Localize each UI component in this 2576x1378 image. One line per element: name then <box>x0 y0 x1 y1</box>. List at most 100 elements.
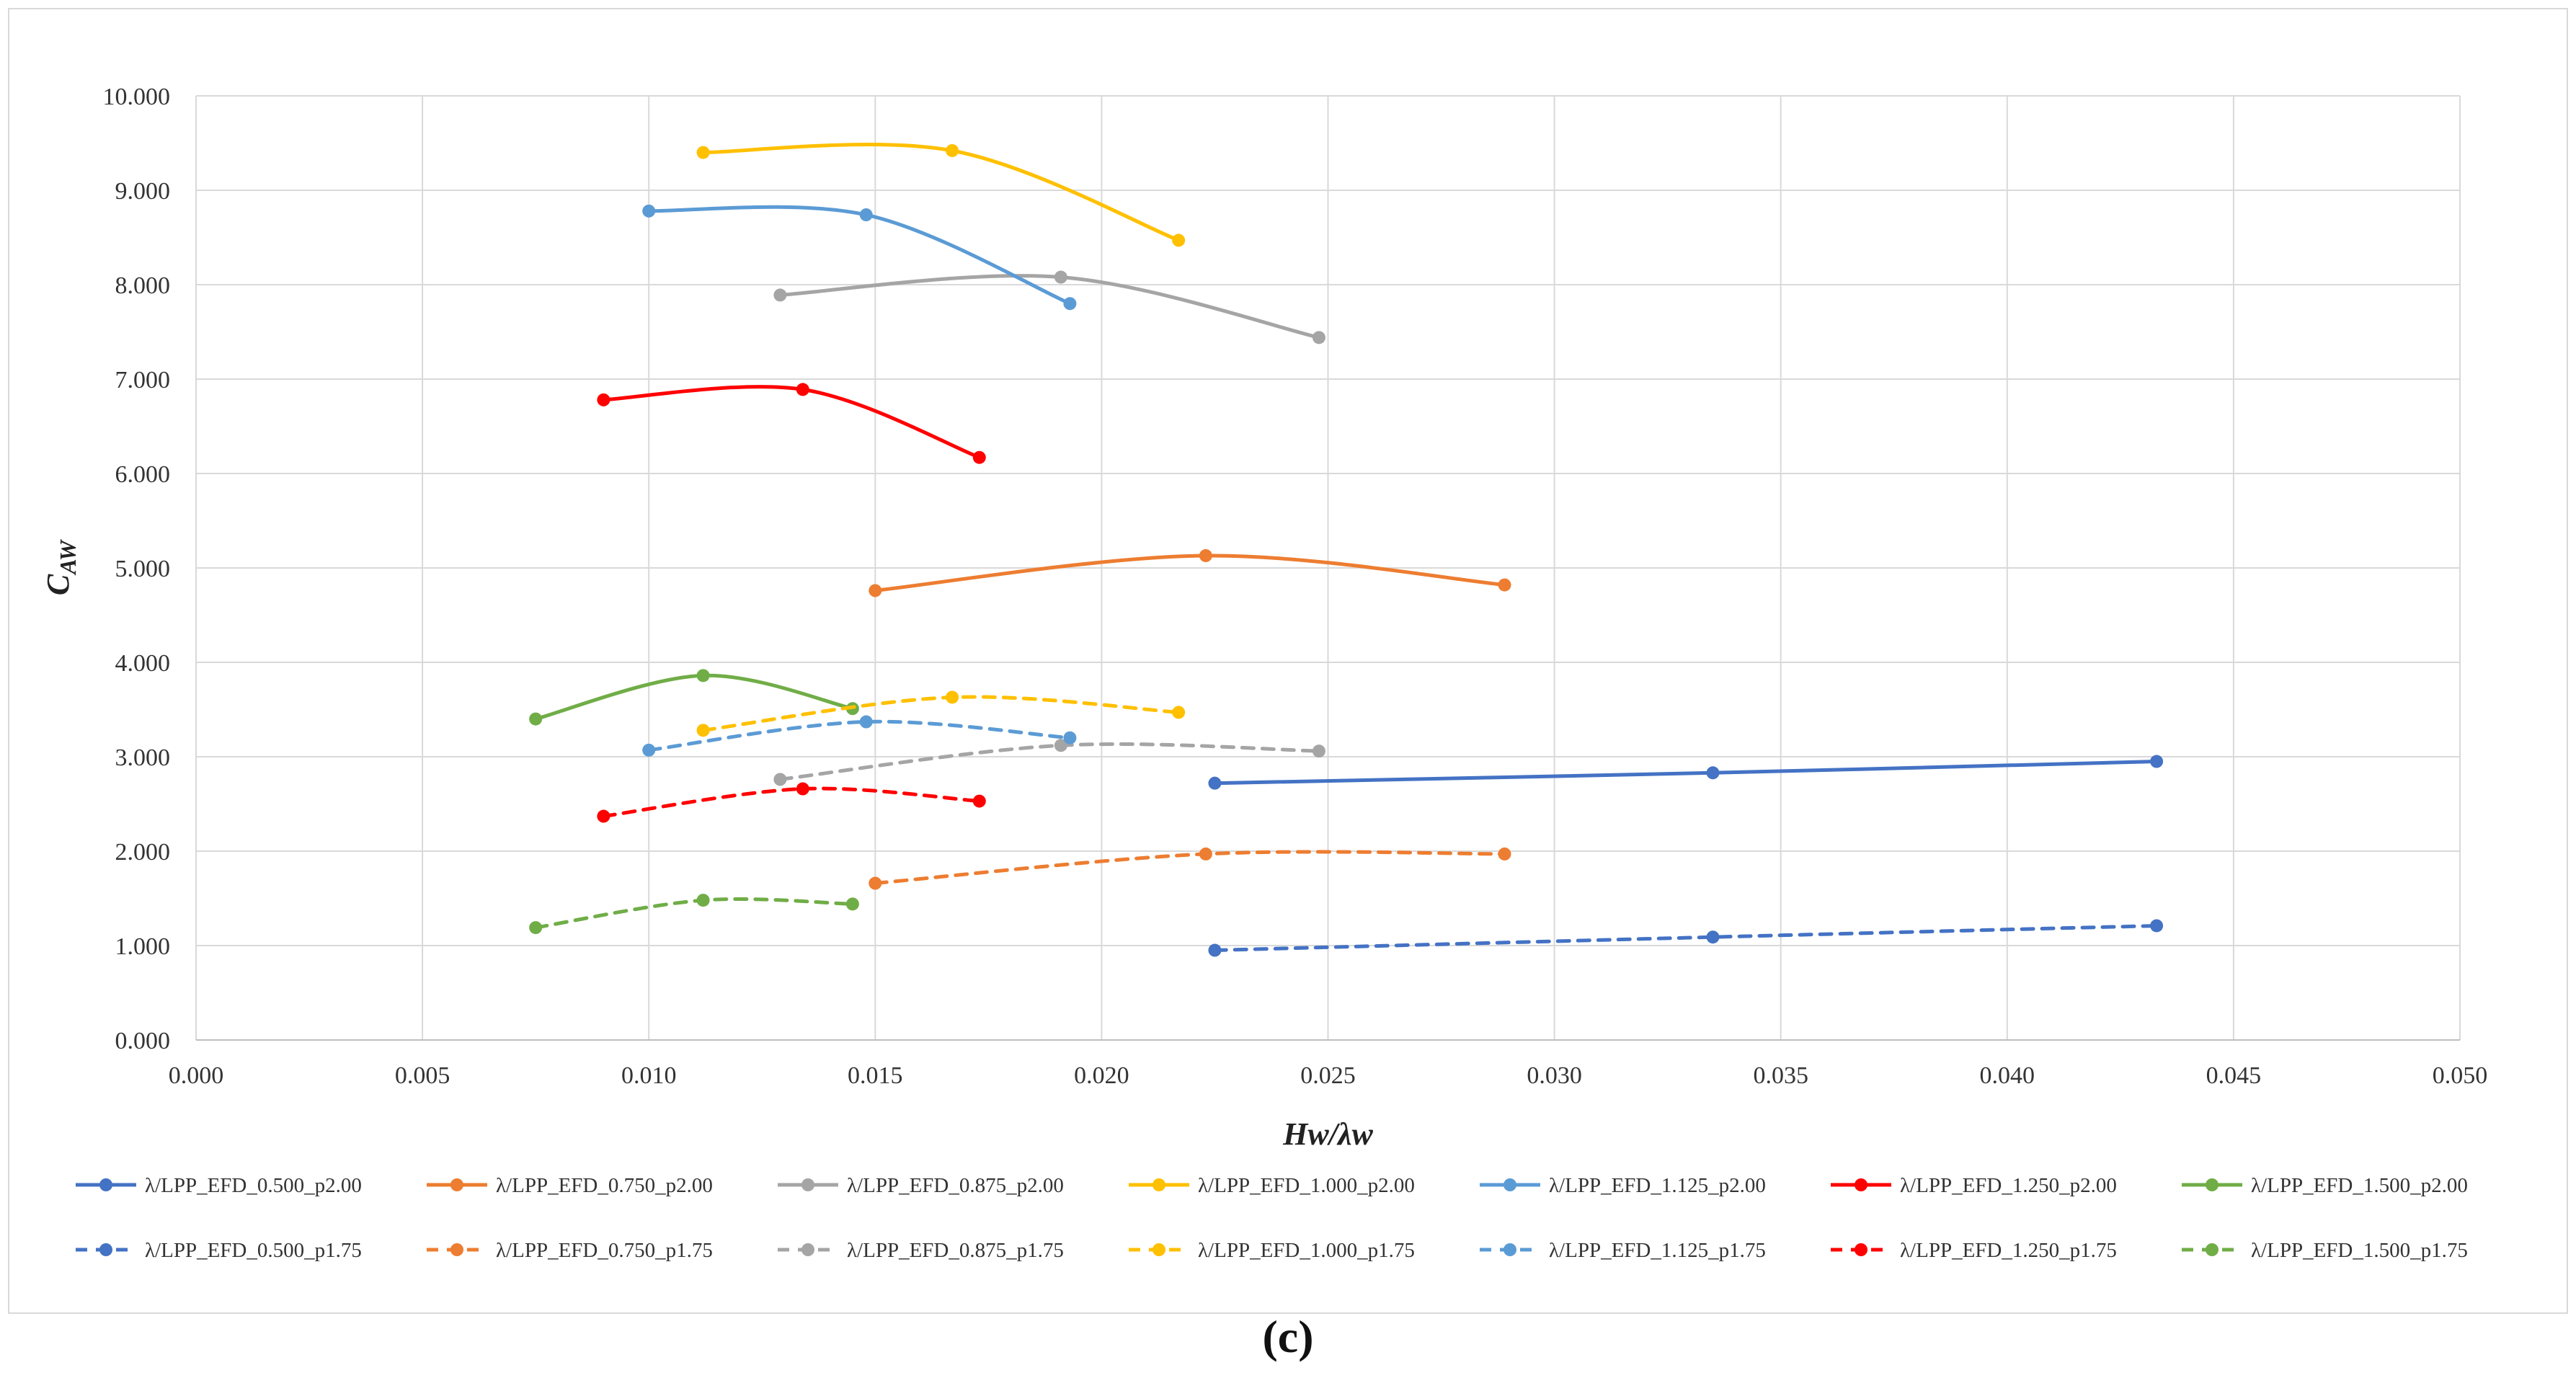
data-point <box>696 894 710 907</box>
data-point <box>1172 706 1186 719</box>
data-point <box>1706 766 1720 780</box>
axis-titles: Hw/λw CAW <box>40 538 1373 1152</box>
data-point <box>1172 234 1186 247</box>
data-point <box>696 669 710 683</box>
chart-frame <box>8 8 2568 1314</box>
legend-label: λ/LPP_EFD_0.500_p1.75 <box>145 1239 362 1262</box>
series-9 <box>869 847 1511 890</box>
data-point <box>946 690 959 704</box>
legend-swatch-marker <box>1855 1178 1867 1191</box>
legend-swatch-marker <box>1152 1178 1165 1191</box>
data-point <box>642 743 656 757</box>
data-point <box>1706 930 1720 944</box>
x-tick-label: 0.000 <box>169 1062 224 1089</box>
data-point <box>1063 731 1077 744</box>
legend-label: λ/LPP_EFD_1.125_p1.75 <box>1549 1239 1766 1262</box>
legend-label: λ/LPP_EFD_0.875_p1.75 <box>847 1239 1064 1262</box>
y-tick-label: 4.000 <box>115 650 171 677</box>
legend-entry: λ/LPP_EFD_0.750_p2.00 <box>427 1174 713 1197</box>
y-tick-label: 8.000 <box>115 272 171 299</box>
data-point <box>1199 548 1212 562</box>
legend-swatch-marker <box>801 1178 814 1191</box>
y-tick-label: 10.000 <box>103 84 171 110</box>
legend-entry: λ/LPP_EFD_0.875_p1.75 <box>778 1239 1064 1262</box>
legend-label: λ/LPP_EFD_1.000_p1.75 <box>1198 1239 1415 1262</box>
legend-entry: λ/LPP_EFD_1.500_p1.75 <box>2182 1239 2468 1262</box>
legend-entry: λ/LPP_EFD_1.250_p2.00 <box>1831 1174 2117 1197</box>
series-1 <box>1208 755 2164 790</box>
legend-label: λ/LPP_EFD_1.500_p2.00 <box>2251 1174 2468 1197</box>
series-3 <box>773 270 1325 344</box>
series-14 <box>529 894 859 935</box>
data-point <box>773 288 787 302</box>
x-tick-label: 0.040 <box>1980 1062 2035 1089</box>
data-point <box>597 809 610 823</box>
legend-entry: λ/LPP_EFD_0.875_p2.00 <box>778 1174 1064 1197</box>
data-point <box>972 794 986 808</box>
legend-label: λ/LPP_EFD_1.250_p1.75 <box>1900 1239 2117 1262</box>
legend-swatch-marker <box>801 1243 814 1256</box>
legend-swatch-marker <box>99 1243 112 1256</box>
legend-entry: λ/LPP_EFD_0.500_p1.75 <box>76 1239 362 1262</box>
legend-swatch-marker <box>1504 1178 1516 1191</box>
data-point <box>1312 331 1325 344</box>
legend-label: λ/LPP_EFD_1.500_p1.75 <box>2251 1239 2468 1262</box>
data-point <box>859 715 873 729</box>
data-point <box>869 876 882 890</box>
x-tick-label: 0.005 <box>395 1062 450 1089</box>
series-13 <box>597 782 986 823</box>
legend-label: λ/LPP_EFD_1.000_p2.00 <box>1198 1174 1415 1197</box>
data-point <box>696 724 710 737</box>
y-tick-label: 2.000 <box>115 839 171 866</box>
series-11 <box>696 690 1186 737</box>
legend-entry: λ/LPP_EFD_0.500_p2.00 <box>76 1174 362 1197</box>
legend-entry: λ/LPP_EFD_1.125_p2.00 <box>1480 1174 1766 1197</box>
y-tick-label: 7.000 <box>115 367 171 394</box>
series-line <box>647 719 1072 752</box>
data-point <box>529 712 543 726</box>
x-axis-title: Hw/λw <box>1282 1116 1373 1152</box>
data-point <box>946 143 959 157</box>
data-point <box>796 383 809 396</box>
x-tick-label: 0.025 <box>1300 1062 1356 1089</box>
data-point <box>796 782 809 796</box>
legend-entry: λ/LPP_EFD_1.000_p2.00 <box>1129 1174 1415 1197</box>
data-point <box>1199 847 1212 861</box>
data-point <box>1208 943 1222 957</box>
legend: λ/LPP_EFD_0.500_p2.00 λ/LPP_EFD_0.750_p2.… <box>76 1174 2468 1262</box>
legend-entry: λ/LPP_EFD_1.250_p1.75 <box>1831 1239 2117 1262</box>
data-point <box>696 146 710 159</box>
y-tick-label: 1.000 <box>115 933 171 960</box>
data-point <box>869 584 882 597</box>
data-point <box>1498 847 1511 861</box>
x-tick-label: 0.045 <box>2206 1062 2262 1089</box>
x-tick-label: 0.035 <box>1753 1062 1808 1089</box>
data-point <box>845 897 859 911</box>
series-5 <box>642 204 1077 311</box>
legend-label: λ/LPP_EFD_1.125_p2.00 <box>1549 1174 1766 1197</box>
data-point <box>972 450 986 464</box>
legend-label: λ/LPP_EFD_0.750_p1.75 <box>496 1239 713 1262</box>
data-point <box>1054 270 1067 284</box>
y-tick-label: 0.000 <box>115 1028 171 1054</box>
legend-label: λ/LPP_EFD_0.750_p2.00 <box>496 1174 713 1197</box>
series-6 <box>597 383 986 464</box>
legend-swatch-marker <box>450 1243 463 1256</box>
x-tick-label: 0.020 <box>1074 1062 1129 1089</box>
data-point <box>1054 739 1067 752</box>
x-tick-label: 0.015 <box>848 1062 903 1089</box>
legend-swatch-marker <box>1855 1243 1867 1256</box>
legend-label: λ/LPP_EFD_0.500_p2.00 <box>145 1174 362 1197</box>
data-point <box>2150 919 2164 933</box>
data-point <box>1312 744 1325 758</box>
x-tick-label: 0.010 <box>621 1062 677 1089</box>
legend-swatch-marker <box>1152 1243 1165 1256</box>
y-tick-label: 6.000 <box>115 461 171 488</box>
legend-swatch-marker <box>450 1178 463 1191</box>
data-point <box>859 208 873 222</box>
data-point <box>597 393 610 406</box>
series-10 <box>773 739 1325 786</box>
series-lines <box>529 143 2164 957</box>
y-axis-title-main: C <box>40 574 76 595</box>
data-point <box>529 921 543 935</box>
